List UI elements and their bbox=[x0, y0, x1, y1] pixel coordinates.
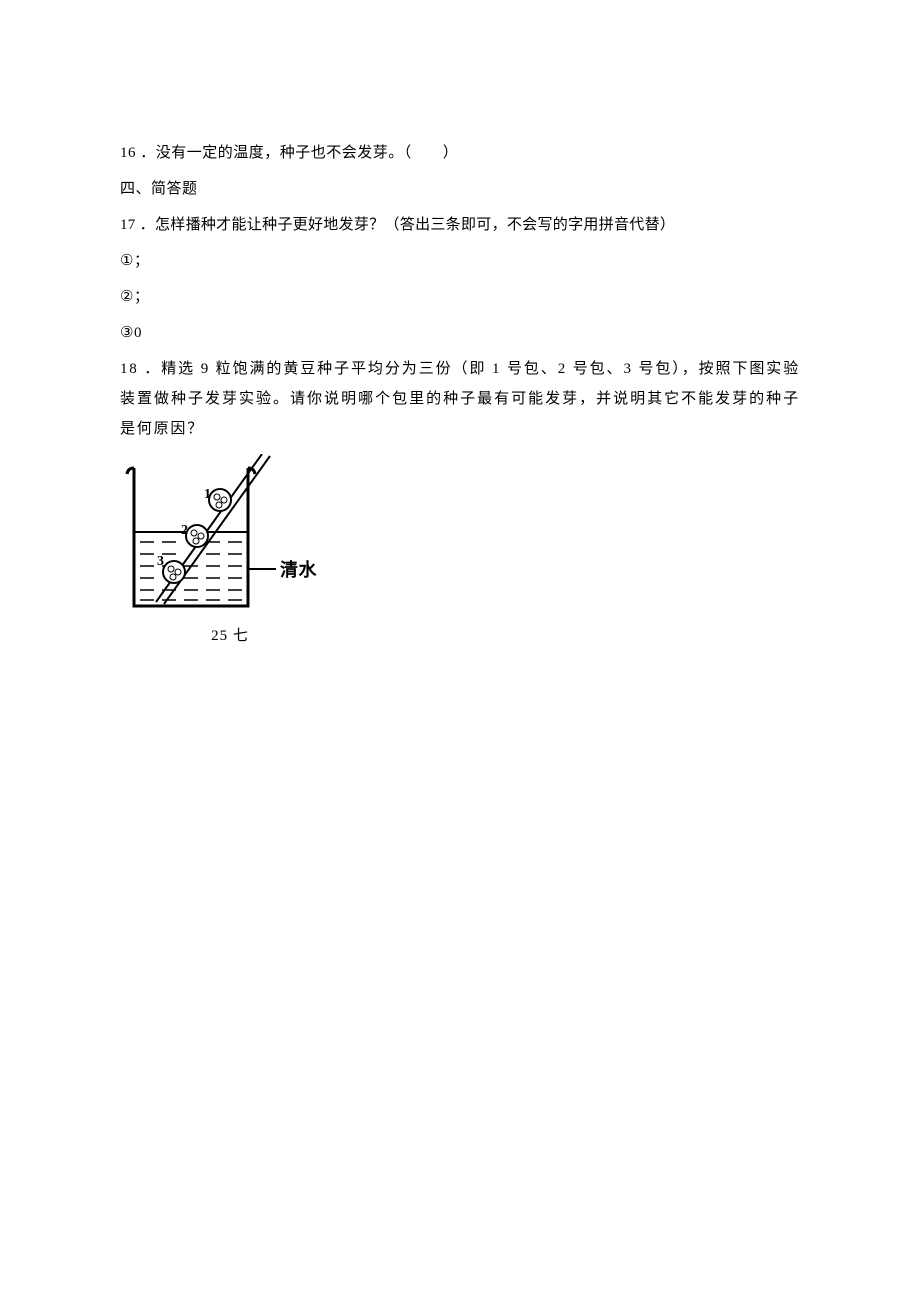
q18-text: 精选 9 粒饱满的黄豆种子平均分为三份（即 1 号包、2 号包、3 号包），按照… bbox=[120, 361, 800, 437]
q17-line: 17 ．怎样播种才能让种子更好地发芽？（答出三条即可，不会写的字用拼音代替） bbox=[120, 210, 800, 240]
water-dashes bbox=[140, 542, 242, 600]
section4-heading: 四、简答题 bbox=[120, 174, 800, 204]
q16-text: 没有一定的温度，种子也不会发芽。（ ） bbox=[156, 145, 459, 161]
q18-figure: 1 2 3 清水 25 七 bbox=[120, 454, 340, 651]
water-label: 清水 bbox=[280, 559, 317, 580]
bag3-label: 3 bbox=[157, 554, 165, 569]
beaker-diagram: 1 2 3 清水 bbox=[120, 454, 340, 619]
q16-number: 16 bbox=[120, 145, 136, 161]
section4-label: 四、简答题 bbox=[120, 181, 198, 197]
figure-caption: 25 七 bbox=[120, 621, 340, 651]
q16-sep: ． bbox=[136, 145, 156, 161]
q18-line: 18 ．精选 9 粒饱满的黄豆种子平均分为三份（即 1 号包、2 号包、3 号包… bbox=[120, 354, 800, 444]
q17-number: 17 bbox=[120, 217, 136, 233]
q18-number: 18 bbox=[120, 361, 139, 377]
bag1-label: 1 bbox=[204, 487, 212, 502]
q17-marker2: ②； bbox=[120, 282, 800, 312]
q17-prompt: 怎样播种才能让种子更好地发芽？（答出三条即可，不会写的字用拼音代替） bbox=[155, 217, 675, 233]
q17-marker3: ③0 bbox=[120, 318, 800, 348]
q17-sep: ． bbox=[136, 217, 155, 233]
bag2-label: 2 bbox=[181, 523, 189, 538]
q16-line: 16 ．没有一定的温度，种子也不会发芽。（ ） bbox=[120, 138, 800, 168]
q18-sep: ． bbox=[139, 361, 162, 377]
q17-marker1: ①； bbox=[120, 246, 800, 276]
